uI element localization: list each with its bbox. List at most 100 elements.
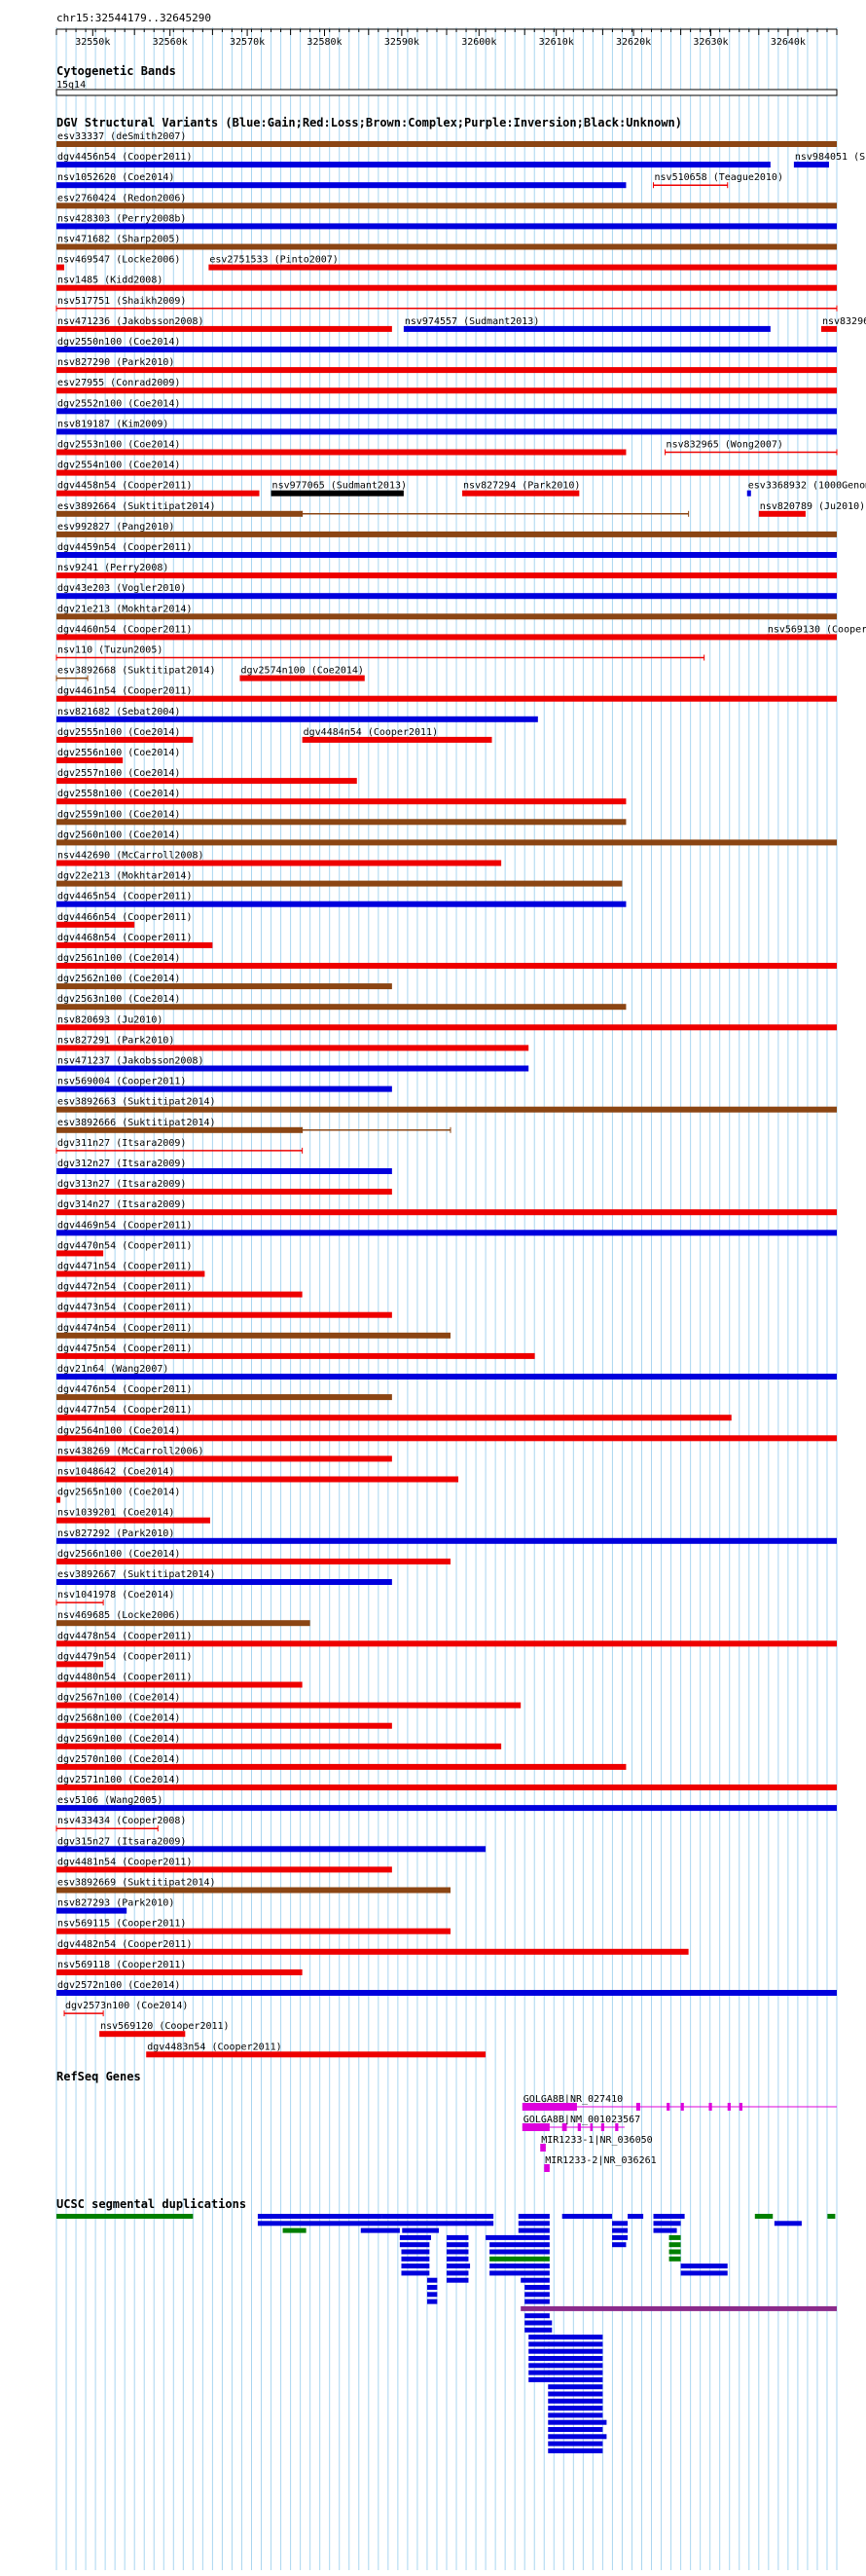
segdup-block[interactable] — [528, 2348, 550, 2354]
segdup-block[interactable] — [524, 2327, 553, 2333]
cyto-band[interactable] — [55, 89, 838, 96]
segdup-block[interactable] — [612, 2221, 629, 2226]
dgv-variant-bar[interactable] — [56, 1907, 127, 1914]
dgv-variant-bar[interactable] — [56, 1743, 502, 1749]
segdup-block[interactable] — [518, 2214, 550, 2219]
dgv-variant-bar[interactable] — [56, 1476, 459, 1483]
segdup-block[interactable] — [257, 2221, 494, 2226]
dgv-variant-bar[interactable] — [56, 1969, 303, 1975]
segdup-block[interactable] — [612, 2227, 629, 2233]
segdup-block[interactable] — [528, 2370, 550, 2375]
dgv-variant-bar[interactable] — [56, 1846, 487, 1853]
segdup-block[interactable] — [827, 2214, 836, 2219]
dgv-variant-bar[interactable] — [56, 325, 392, 332]
refseq-exon[interactable] — [708, 2103, 712, 2111]
dgv-variant-bar[interactable] — [56, 1004, 627, 1011]
segdup-block[interactable] — [680, 2263, 728, 2269]
segdup-block[interactable] — [401, 2263, 430, 2269]
segdup-block[interactable] — [426, 2299, 438, 2304]
segdup-block[interactable] — [548, 2376, 603, 2382]
dgv-variant-bar[interactable] — [56, 1455, 392, 1462]
segdup-block[interactable] — [548, 2356, 603, 2361]
segdup-block[interactable] — [489, 2270, 550, 2276]
segdup-block[interactable] — [548, 2391, 603, 2397]
dgv-variant-bar[interactable] — [56, 1209, 837, 1216]
segdup-block[interactable] — [489, 2256, 550, 2262]
segdup-block[interactable] — [486, 2234, 550, 2240]
dgv-variant-bar[interactable] — [56, 1866, 392, 1873]
dgv-variant-bar[interactable] — [56, 1517, 210, 1524]
dgv-variant-bar[interactable] — [56, 941, 213, 948]
dgv-variant-bar[interactable] — [56, 778, 357, 785]
segdup-block[interactable] — [528, 2363, 550, 2369]
dgv-variant-bar[interactable] — [56, 1394, 392, 1401]
refseq-exon[interactable] — [540, 2144, 546, 2152]
dgv-variant-bar[interactable] — [56, 264, 65, 271]
dgv-variant-bar[interactable] — [56, 182, 627, 189]
dgv-variant-bar[interactable] — [56, 695, 837, 702]
segdup-block[interactable] — [447, 2256, 469, 2262]
dgv-variant-bar[interactable] — [56, 469, 837, 476]
dgv-variant-bar[interactable] — [56, 243, 837, 250]
segdup-block[interactable] — [521, 2277, 550, 2283]
segdup-block[interactable] — [282, 2227, 307, 2233]
segdup-block[interactable] — [612, 2234, 629, 2240]
dgv-variant-bar[interactable] — [758, 510, 806, 517]
dgv-variant-bar[interactable] — [56, 880, 623, 887]
dgv-variant-bar[interactable] — [56, 1661, 104, 1668]
segdup-block[interactable] — [518, 2227, 550, 2233]
dgv-variant-bar[interactable] — [56, 613, 837, 620]
dgv-variant-bar[interactable] — [99, 2031, 186, 2038]
dgv-variant-bar[interactable] — [56, 1106, 837, 1113]
dgv-variant-bar[interactable] — [56, 141, 837, 147]
dgv-variant-bar[interactable] — [208, 264, 837, 271]
dgv-variant-bar[interactable] — [56, 634, 837, 641]
dgv-variant-bar[interactable] — [56, 1990, 837, 1996]
segdup-block[interactable] — [680, 2270, 728, 2276]
dgv-variant-bar[interactable] — [766, 634, 786, 641]
segdup-block[interactable] — [447, 2242, 469, 2248]
dgv-variant-bar[interactable] — [56, 202, 837, 209]
segdup-block[interactable] — [524, 2313, 550, 2319]
segdup-block[interactable] — [401, 2270, 430, 2276]
dgv-variant-bar[interactable] — [56, 1311, 392, 1318]
segdup-block[interactable] — [653, 2214, 685, 2219]
segdup-block[interactable] — [399, 2234, 431, 2240]
segdup-block[interactable] — [524, 2299, 550, 2304]
dgv-variant-bar[interactable] — [462, 490, 580, 497]
dgv-variant-bar[interactable] — [56, 963, 837, 969]
segdup-block[interactable] — [518, 2221, 550, 2226]
dgv-variant-bar[interactable] — [56, 1168, 392, 1174]
segdup-block[interactable] — [447, 2277, 469, 2283]
dgv-variant-bar[interactable] — [56, 1722, 392, 1729]
segdup-block[interactable] — [447, 2263, 471, 2269]
dgv-variant-bar[interactable] — [56, 921, 135, 928]
dgv-variant-bar[interactable] — [56, 860, 502, 866]
segdup-block[interactable] — [668, 2256, 681, 2262]
segdup-block[interactable] — [524, 2320, 553, 2326]
segdup-block[interactable] — [447, 2249, 469, 2255]
segdup-block[interactable] — [668, 2234, 681, 2240]
segdup-block[interactable] — [489, 2263, 550, 2269]
dgv-variant-bar[interactable] — [239, 675, 365, 681]
segdup-block[interactable] — [668, 2249, 681, 2255]
segdup-block[interactable] — [548, 2441, 603, 2447]
dgv-variant-bar[interactable] — [56, 1065, 529, 1072]
segdup-block[interactable] — [548, 2384, 603, 2390]
refseq-exon[interactable] — [600, 2123, 605, 2131]
segdup-block[interactable] — [528, 2341, 550, 2347]
dgv-variant-bar[interactable] — [56, 1086, 392, 1092]
dgv-variant-bar[interactable] — [56, 983, 392, 990]
dgv-variant-bar[interactable] — [56, 428, 837, 435]
dgv-variant-bar[interactable] — [56, 408, 837, 415]
dgv-variant-bar[interactable] — [56, 367, 837, 374]
dgv-variant-bar[interactable] — [56, 223, 837, 230]
segdup-block[interactable] — [548, 2341, 603, 2347]
dgv-variant-bar[interactable] — [56, 1291, 303, 1298]
dgv-variant-bar[interactable] — [56, 531, 837, 537]
dgv-variant-bar[interactable] — [56, 510, 303, 517]
segdup-block[interactable] — [628, 2214, 644, 2219]
dgv-variant-bar[interactable] — [56, 1579, 392, 1585]
refseq-exon[interactable] — [727, 2103, 731, 2111]
segdup-block[interactable] — [548, 2412, 603, 2418]
